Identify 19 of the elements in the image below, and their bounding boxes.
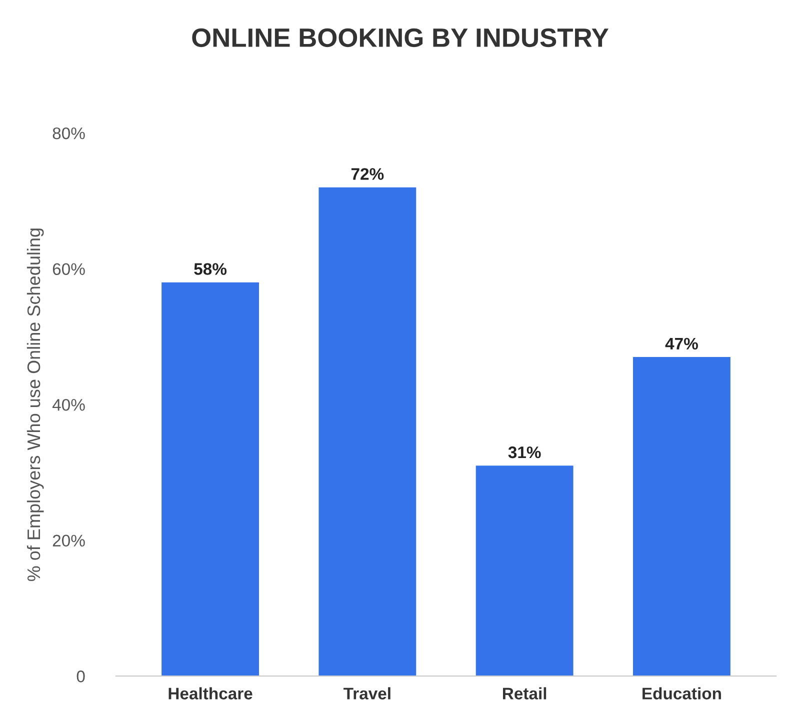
x-tick-label: Retail: [502, 687, 546, 700]
y-tick-label: 20%: [52, 534, 85, 547]
bar: [476, 466, 574, 676]
data-label: 31%: [508, 446, 541, 458]
y-tick-label: 80%: [52, 127, 85, 140]
y-tick-label: 0: [76, 670, 85, 682]
bar: [318, 187, 416, 676]
chart-title: ONLINE BOOKING BY INDUSTRY: [192, 28, 609, 48]
data-label: 47%: [665, 338, 698, 350]
y-axis-title: % of Employers Who use Online Scheduling: [26, 228, 44, 582]
data-label: 58%: [194, 263, 227, 275]
y-tick-label: 60%: [52, 263, 85, 276]
y-tick-label: 40%: [52, 398, 85, 411]
x-tick-label: Education: [642, 687, 721, 700]
x-tick-label: Healthcare: [168, 687, 252, 700]
data-label: 72%: [351, 168, 384, 180]
x-tick-label: Travel: [344, 687, 390, 700]
bar: [162, 282, 259, 676]
bar: [633, 357, 730, 676]
